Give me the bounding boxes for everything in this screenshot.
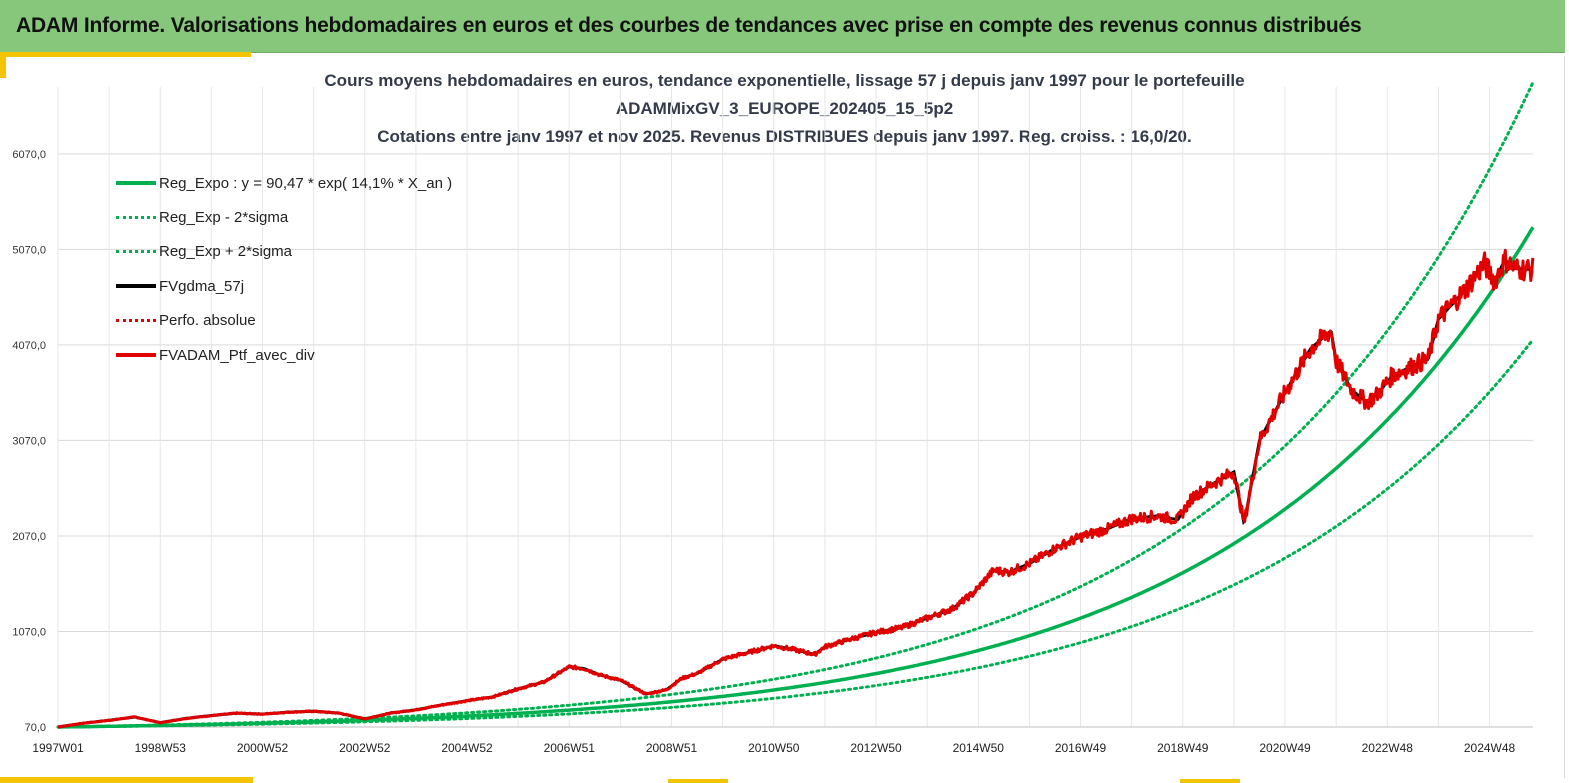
- legend-item: Reg_Exp - 2*sigma: [116, 200, 452, 234]
- x-tick-label: 1997W01: [32, 741, 84, 755]
- y-tick-label: 70,0: [25, 722, 46, 734]
- x-tick-label: 2012W50: [850, 741, 902, 755]
- legend-label: Perfo. absolue: [159, 312, 256, 330]
- x-axis-ticks: 1997W01 1998W53 2000W52 2002W52 2004W52 2006W…: [32, 741, 1515, 755]
- y-tick-label: 6070,0: [12, 149, 46, 161]
- chart-grid: [57, 87, 1533, 728]
- x-tick-label: 2018W49: [1157, 741, 1209, 755]
- chart-title-line-3: Cotations entre janv 1997 et nov 2025. R…: [377, 127, 1192, 146]
- gold-accent-bottom-right: [1180, 779, 1240, 783]
- x-tick-label: 2004W52: [441, 741, 493, 755]
- chart-title-line-1: Cours moyens hebdomadaires en euros, ten…: [324, 71, 1245, 90]
- y-tick-label: 2070,0: [12, 531, 46, 543]
- chart-frame: [4, 56, 1565, 778]
- legend-label: FVADAM_Ptf_avec_div: [159, 346, 315, 364]
- reg-exp-minus-2sigma-line: [56, 338, 1535, 729]
- legend-label: FVgdma_57j: [159, 277, 245, 295]
- legend-label: Reg_Expo : y = 90,47 * exp( 14,1% * X_an…: [159, 174, 453, 192]
- banner-title: ADAM Informe. Valorisations hebdomadaire…: [16, 14, 1362, 37]
- x-tick-label: 2014W50: [953, 741, 1005, 755]
- legend-item: FVADAM_Ptf_avec_div: [116, 338, 452, 372]
- fvadam-ptf-line: [57, 248, 1535, 729]
- legend-label: Reg_Exp + 2*sigma: [159, 243, 292, 261]
- legend-swatch: [116, 284, 156, 289]
- legend-swatch: [116, 250, 156, 254]
- legend-swatch: [116, 216, 156, 220]
- chart-legend: Reg_Expo : y = 90,47 * exp( 14,1% * X_an…: [116, 166, 452, 372]
- y-axis-ticks: 70,0 1070,0 2070,0 3070,0 4070,0 5070,0 6070,0: [12, 149, 46, 734]
- y-tick-label: 4070,0: [12, 340, 46, 352]
- legend-item: Reg_Exp + 2*sigma: [116, 235, 452, 269]
- chart-series: [56, 80, 1535, 729]
- legend-item: Perfo. absolue: [116, 304, 452, 338]
- legend-item: FVgdma_57j: [116, 269, 452, 303]
- legend-swatch: [116, 353, 156, 358]
- gold-accent-bottom-mid: [668, 779, 728, 783]
- legend-label: Reg_Exp - 2*sigma: [159, 209, 289, 227]
- x-tick-label: 2022W48: [1362, 741, 1414, 755]
- gold-accent-top: [0, 52, 251, 57]
- x-tick-label: 2008W51: [646, 741, 698, 755]
- gold-accent-left: [0, 52, 6, 78]
- x-tick-label: 2000W52: [237, 741, 289, 755]
- legend-swatch: [116, 319, 156, 323]
- legend-item: Reg_Expo : y = 90,47 * exp( 14,1% * X_an…: [116, 166, 452, 200]
- x-tick-label: 2020W49: [1259, 741, 1311, 755]
- y-tick-label: 5070,0: [12, 244, 46, 256]
- header-banner: ADAM Informe. Valorisations hebdomadaire…: [0, 0, 1565, 53]
- legend-swatch: [116, 181, 156, 186]
- chart-title-line-2: ADAMMixGV_3_EUROPE_202405_15_5p2: [615, 99, 954, 118]
- x-tick-label: 2002W52: [339, 741, 391, 755]
- gold-accent-bottom: [0, 777, 253, 783]
- reg-expo-line: [58, 226, 1535, 729]
- x-tick-label: 1998W53: [135, 741, 187, 755]
- x-tick-label: 2016W49: [1055, 741, 1107, 755]
- x-tick-label: 2006W51: [544, 741, 596, 755]
- y-tick-label: 1070,0: [12, 626, 46, 638]
- x-tick-label: 2024W48: [1464, 741, 1516, 755]
- x-tick-label: 2010W50: [748, 741, 800, 755]
- y-tick-label: 3070,0: [12, 435, 46, 447]
